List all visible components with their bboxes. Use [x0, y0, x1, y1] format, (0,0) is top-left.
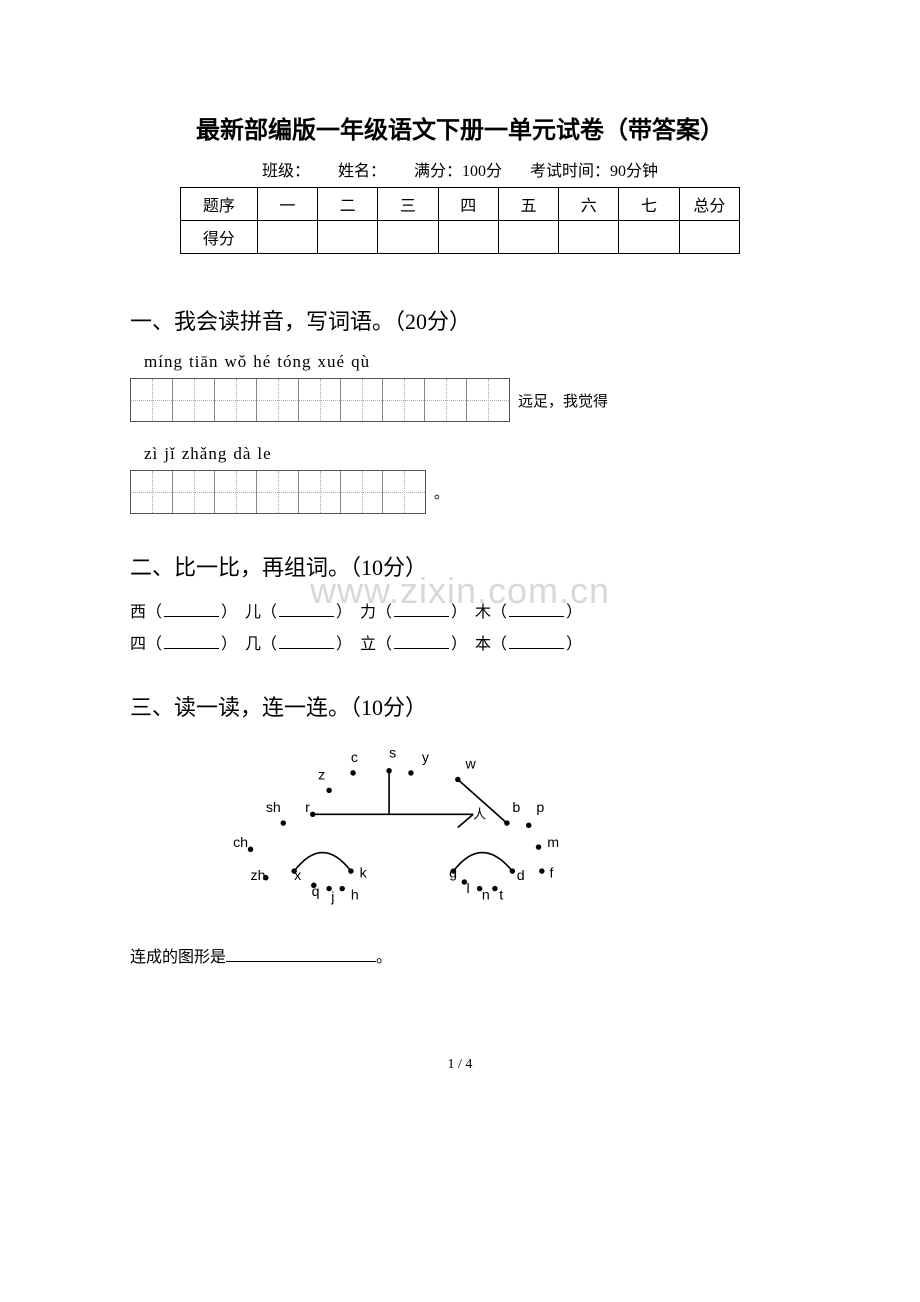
table-cell [318, 221, 378, 254]
name-label: 姓名： [338, 163, 386, 180]
connect-figure: c s y w z r sh ch zh xqj kh bp mf dtnlg 人 [220, 738, 790, 923]
svg-text:z: z [318, 767, 325, 783]
section-1-title: 一、我会读拼音，写词语。（20分） [130, 304, 790, 336]
char-grid-row-2: 。 [130, 470, 790, 514]
table-cell: 四 [438, 188, 498, 221]
table-cell: 七 [619, 188, 679, 221]
char-grid [130, 378, 510, 422]
after-grid-text: 。 [434, 482, 449, 503]
table-cell [498, 221, 558, 254]
char-grid-row-1: 远足，我觉得 [130, 378, 790, 422]
table-cell: 总分 [679, 188, 739, 221]
svg-text:g: g [449, 866, 457, 882]
compare-row-2: 四（） 几（） 立（） 本（） [130, 630, 790, 654]
table-cell: 三 [378, 188, 438, 221]
time-label: 考试时间：90分钟 [530, 163, 658, 180]
svg-text:k: k [360, 866, 368, 882]
class-label: 班级： [262, 163, 310, 180]
table-row: 题序 一 二 三 四 五 六 七 总分 [181, 188, 740, 221]
svg-text:f: f [549, 866, 553, 882]
svg-text:b: b [512, 800, 520, 816]
svg-text:p: p [536, 800, 544, 816]
table-cell [679, 221, 739, 254]
table-cell: 二 [318, 188, 378, 221]
svg-text:m: m [547, 835, 559, 851]
table-cell [257, 221, 317, 254]
svg-text:n: n [482, 887, 490, 903]
answer-blank [226, 961, 376, 962]
svg-text:j: j [330, 890, 334, 906]
svg-text:y: y [422, 750, 430, 766]
after-grid-text: 远足，我觉得 [518, 390, 608, 411]
char-grid [130, 470, 426, 514]
score-table: 题序 一 二 三 四 五 六 七 总分 得分 [180, 187, 740, 254]
compare-row-1: 西（） 儿（） 力（） 木（） [130, 598, 790, 622]
page-number: 1 / 4 [130, 1057, 790, 1073]
fullmark-label: 满分：100分 [414, 163, 502, 180]
svg-text:r: r [305, 800, 310, 816]
table-cell [438, 221, 498, 254]
table-cell [378, 221, 438, 254]
table-cell: 题序 [181, 188, 258, 221]
svg-text:ch: ch [233, 835, 248, 851]
svg-text:c: c [351, 750, 358, 766]
table-cell: 五 [498, 188, 558, 221]
svg-text:t: t [499, 887, 503, 903]
svg-text:w: w [464, 757, 476, 773]
table-cell [619, 221, 679, 254]
table-cell: 六 [559, 188, 619, 221]
section-3-title: 三、读一读，连一连。（10分） [130, 690, 790, 722]
exam-info-row: 班级： 姓名： 满分：100分 考试时间：90分钟 [130, 157, 790, 181]
svg-text:q: q [312, 884, 320, 900]
svg-text:zh: zh [251, 868, 266, 884]
svg-text:人: 人 [473, 807, 486, 822]
connect-answer-line: 连成的图形是。 [130, 943, 790, 967]
section-2-title: 二、比一比，再组词。（10分） [130, 550, 790, 582]
svg-text:l: l [467, 881, 470, 897]
table-cell: 得分 [181, 221, 258, 254]
document-title: 最新部编版一年级语文下册一单元试卷（带答案） [130, 110, 790, 145]
pinyin-line-2: zìjǐzhǎngdàle [144, 444, 790, 464]
pinyin-line-1: míngtiānwǒhétóngxuéqù [144, 352, 790, 372]
svg-text:s: s [389, 746, 396, 762]
svg-text:h: h [351, 887, 359, 903]
svg-text:sh: sh [266, 800, 281, 816]
table-cell [559, 221, 619, 254]
table-row: 得分 [181, 221, 740, 254]
table-cell: 一 [257, 188, 317, 221]
connect-prefix: 连成的图形是 [130, 949, 226, 966]
svg-text:d: d [517, 868, 525, 884]
svg-text:x: x [294, 868, 301, 884]
